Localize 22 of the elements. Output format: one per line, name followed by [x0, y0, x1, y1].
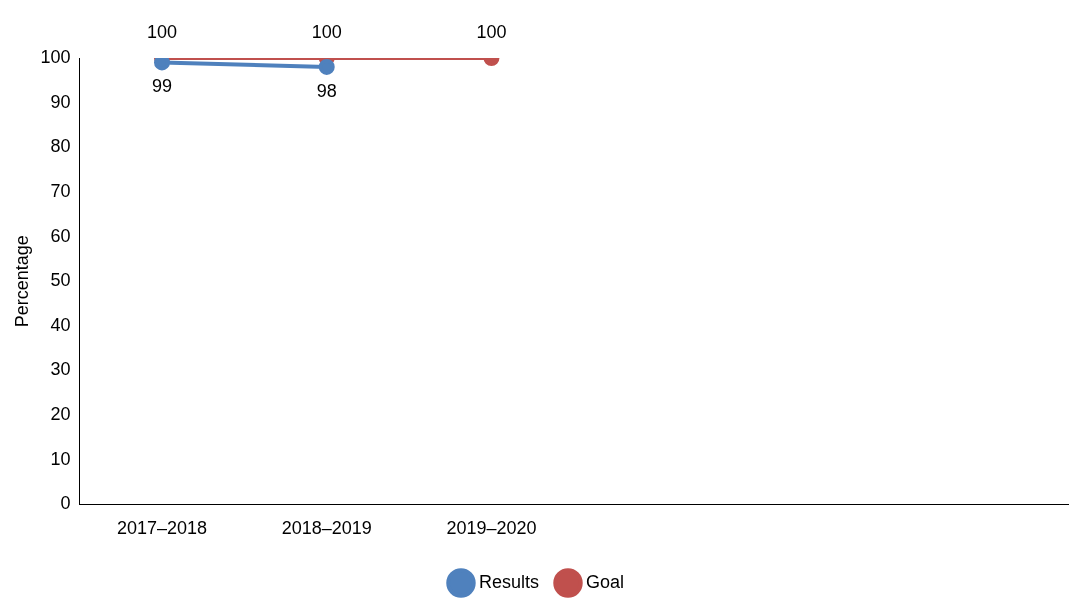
- y-axis-title: Percentage: [11, 235, 32, 328]
- y-tick-label: 70: [50, 180, 71, 201]
- y-tick-label: 60: [50, 225, 71, 246]
- legend-label: Results: [478, 571, 540, 592]
- x-tick-label: 2018–2019: [281, 518, 372, 539]
- y-tick-label: 40: [50, 314, 71, 335]
- x-tick-label: 2019–2020: [446, 518, 537, 539]
- y-tick-label: 0: [60, 493, 71, 514]
- x-tick-label: 2017–2018: [116, 518, 208, 539]
- data-label: 100: [311, 21, 342, 42]
- data-label: 98: [316, 80, 337, 101]
- y-tick-label: 20: [50, 404, 71, 425]
- data-label: 100: [476, 21, 507, 42]
- y-tick-label: 80: [50, 136, 71, 157]
- data-label: 100: [146, 21, 178, 42]
- data-label: 99: [151, 76, 173, 97]
- y-tick-label: 90: [50, 91, 71, 112]
- y-tick-label: 30: [50, 359, 71, 380]
- y-tick-label: 50: [50, 270, 71, 291]
- y-tick-label: 100: [40, 46, 71, 67]
- y-tick-label: 10: [50, 448, 71, 469]
- legend-label: Goal: [586, 571, 625, 592]
